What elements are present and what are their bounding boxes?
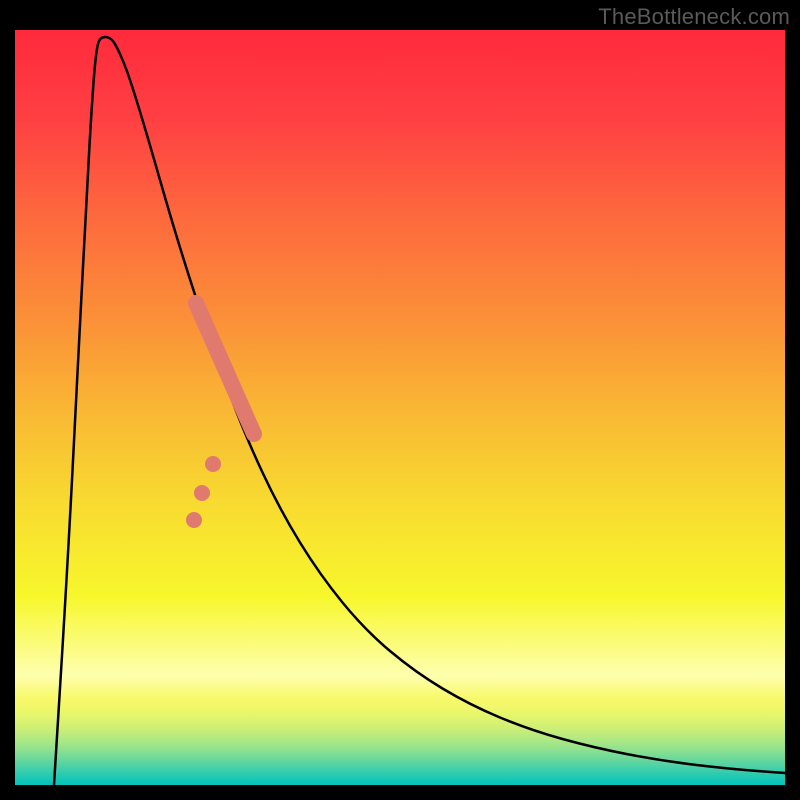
gradient-background (15, 30, 785, 785)
chart-border (0, 0, 15, 800)
highlight-dot (194, 485, 210, 501)
chart-border (0, 0, 800, 30)
chart-border (0, 785, 800, 800)
bottleneck-curve-chart (0, 0, 800, 800)
highlight-dot (205, 456, 221, 472)
highlight-dot (186, 512, 202, 528)
chart-border (785, 0, 800, 800)
chart-container: TheBottleneck.com (0, 0, 800, 800)
